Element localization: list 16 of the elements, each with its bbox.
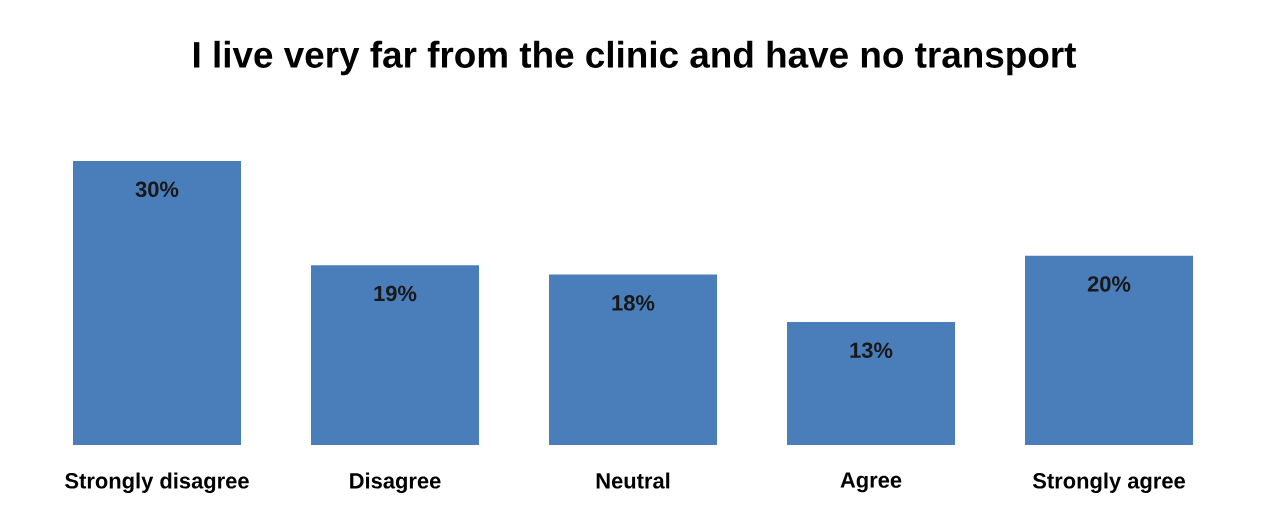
data-label: 30% <box>135 181 179 198</box>
data-label: 18% <box>612 295 655 311</box>
bar <box>73 161 241 445</box>
bar <box>549 274 718 445</box>
x-tick-label: Disagree <box>350 472 441 494</box>
x-tick-label: Strongly agree <box>1032 472 1185 494</box>
bar <box>1025 255 1194 445</box>
x-tick-label: Strongly disagree <box>65 472 249 494</box>
x-tick-label: Agree <box>840 472 902 493</box>
data-label: 19% <box>374 285 417 302</box>
bar <box>311 265 480 445</box>
x-tick-label: Neutral <box>596 472 670 489</box>
bar <box>787 321 956 445</box>
data-label: 13% <box>850 342 893 359</box>
chart-title: I live very far from the clinic and have no transport <box>194 40 1076 76</box>
data-label: 20% <box>1087 276 1131 292</box>
